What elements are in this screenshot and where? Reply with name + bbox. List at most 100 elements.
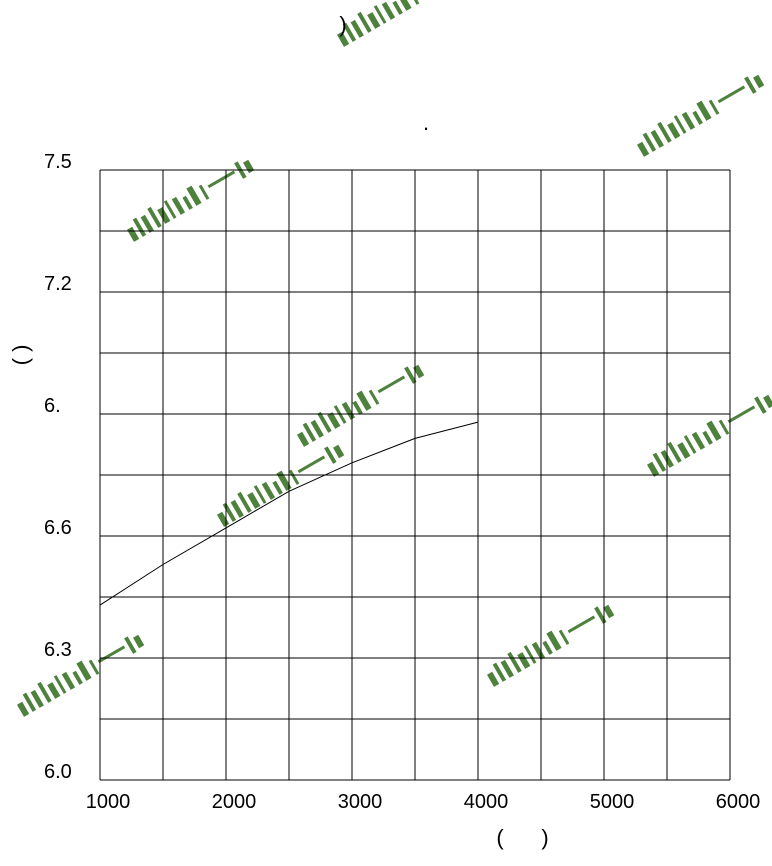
watermark-glyph xyxy=(342,22,357,42)
watermark-glyph xyxy=(567,615,596,634)
watermark-glyph xyxy=(76,660,92,681)
y-tick-label: 7.5 xyxy=(44,151,72,173)
watermark-glyph xyxy=(637,141,650,157)
x-axis-label-open: ( xyxy=(496,825,504,850)
watermark-glyph xyxy=(22,692,37,712)
watermark-glyph xyxy=(37,681,52,703)
y-tick-label: 6.6 xyxy=(44,517,72,539)
chart-grid xyxy=(99,169,731,781)
watermark-glyph xyxy=(487,671,500,687)
watermark-stamp xyxy=(647,394,772,477)
watermark-glyph xyxy=(531,641,546,660)
watermark-glyph xyxy=(297,455,326,474)
watermark-glyph xyxy=(413,364,425,379)
watermark-glyph xyxy=(673,115,687,134)
watermark-glyph xyxy=(327,412,341,429)
y-tick-labels: 7.5 7.2 6. 6.6 6.3 6.0 xyxy=(44,151,72,783)
x-tick-labels: 1000 2000 3000 4000 5000 6000 xyxy=(86,791,761,813)
watermark-glyph xyxy=(718,419,730,435)
watermark-glyph xyxy=(367,12,381,29)
watermark-glyph xyxy=(133,634,145,649)
watermark-glyph xyxy=(542,640,553,655)
watermark-glyph xyxy=(140,214,154,233)
watermark-glyph xyxy=(182,195,193,210)
watermark-glyph xyxy=(373,5,387,24)
watermark-glyph xyxy=(377,375,406,394)
watermark-glyph xyxy=(683,435,697,454)
watermark-glyph xyxy=(727,405,756,424)
watermark-glyph xyxy=(132,217,147,237)
watermark-glyph xyxy=(124,636,137,654)
watermark-glyph xyxy=(243,159,255,174)
watermark-layer xyxy=(17,0,772,717)
y-tick-label: 7.2 xyxy=(44,273,72,295)
y-tick-label: 6.3 xyxy=(44,639,72,661)
watermark-glyph xyxy=(652,452,667,472)
watermark-stamp xyxy=(487,604,615,687)
x-tick-label: 5000 xyxy=(590,791,635,813)
y-tick-label: 6. xyxy=(44,395,61,417)
watermark-glyph xyxy=(708,99,720,115)
watermark-glyph xyxy=(667,122,681,139)
watermark-glyph xyxy=(657,121,672,143)
watermark-glyph xyxy=(753,74,765,89)
top-paren-fragment: ) xyxy=(339,12,346,37)
watermark-glyph xyxy=(333,444,345,459)
watermark-glyph xyxy=(163,200,177,219)
watermark-glyph xyxy=(157,207,171,224)
watermark-glyph xyxy=(61,671,76,690)
watermark-glyph xyxy=(523,645,537,664)
x-tick-label: 4000 xyxy=(464,791,509,813)
y-tick-label: 6.0 xyxy=(44,761,72,783)
watermark-glyph xyxy=(356,390,372,411)
watermark-glyph xyxy=(30,689,44,708)
watermark-glyph xyxy=(97,645,126,664)
watermark-glyph xyxy=(594,606,607,624)
watermark-glyph xyxy=(127,226,140,242)
y-axis-label-parens: ( ) xyxy=(8,345,33,366)
watermark-glyph xyxy=(350,19,364,38)
watermark-glyph xyxy=(754,396,767,414)
x-tick-label: 1000 xyxy=(86,791,131,813)
watermark-glyph xyxy=(297,431,310,447)
watermark-stamp xyxy=(217,444,345,527)
watermark-glyph xyxy=(341,401,356,420)
watermark-glyph xyxy=(702,430,713,445)
watermark-glyph xyxy=(17,701,30,717)
watermark-glyph xyxy=(147,206,162,228)
watermark-glyph xyxy=(253,485,267,504)
watermark-glyph xyxy=(247,492,261,509)
watermark-glyph xyxy=(667,441,682,463)
watermark-stamp xyxy=(637,74,765,157)
watermark-glyph xyxy=(47,682,61,699)
watermark-glyph xyxy=(681,111,696,130)
watermark-glyph xyxy=(404,366,417,384)
watermark-glyph xyxy=(302,422,317,442)
watermark-glyph xyxy=(558,629,570,645)
watermark-glyph xyxy=(324,446,337,464)
watermark-glyph xyxy=(198,184,210,200)
watermark-stamp xyxy=(17,634,145,717)
watermark-glyph xyxy=(650,129,664,148)
watermark-glyph xyxy=(647,461,660,477)
watermark-glyph xyxy=(171,196,186,215)
watermark-glyph xyxy=(261,481,276,500)
x-tick-label: 3000 xyxy=(338,791,383,813)
watermark-glyph xyxy=(337,31,350,47)
watermark-stamp xyxy=(337,0,420,47)
watermark-stamp xyxy=(297,364,425,447)
watermark-glyph xyxy=(744,76,757,94)
watermark-glyph xyxy=(53,675,67,694)
watermark-glyph xyxy=(392,0,403,15)
watermark-glyph xyxy=(696,100,712,121)
watermark-glyph xyxy=(288,469,300,485)
watermark-glyph xyxy=(677,442,691,459)
watermark-glyph xyxy=(691,431,706,450)
watermark-glyph xyxy=(207,170,236,189)
watermark-glyph xyxy=(217,511,230,527)
watermark-glyph xyxy=(717,85,746,104)
x-tick-label: 2000 xyxy=(212,791,257,813)
watermark-stamp xyxy=(127,159,255,242)
watermark-glyph xyxy=(642,132,657,152)
